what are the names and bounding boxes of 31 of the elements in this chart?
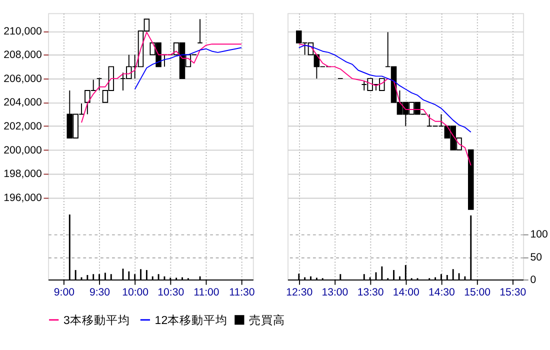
x-tick-label: 11:00 [194, 286, 220, 298]
y-tick-label: 196,000 [4, 192, 42, 204]
legend-label: 3本移動平均 [63, 314, 130, 327]
x-tick-label: 15:00 [464, 286, 491, 298]
x-tick-label: 14:30 [428, 286, 456, 298]
x-tick-label: 14:00 [392, 286, 420, 298]
line-series [81, 32, 242, 124]
legend-label: 12本移動平均 [154, 314, 228, 327]
x-tick-label: 11:30 [229, 286, 255, 298]
candlestick [96, 78, 102, 91]
y-tick-label: 210,000 [4, 25, 42, 38]
y-tick-label: 208,000 [4, 49, 42, 62]
x-tick-label: 9:30 [89, 286, 110, 298]
y2-tick-label: 0 [530, 274, 536, 286]
x-tick-label: 13:00 [322, 286, 348, 298]
y-tick-label: 206,000 [4, 72, 42, 85]
x-tick-label: 10:00 [122, 286, 149, 298]
candlestick [197, 18, 203, 44]
x-tick-label: 12:30 [286, 286, 313, 298]
y-tick-label: 204,000 [4, 96, 42, 109]
x-tick-label: 13:30 [357, 286, 384, 298]
y2-tick-label: 100 [530, 228, 548, 241]
y-tick-label: 200,000 [4, 144, 42, 156]
y-tick-label: 202,000 [4, 120, 42, 132]
y2-tick-label: 50 [530, 251, 542, 264]
x-tick-label: 10:30 [158, 286, 184, 298]
x-tick-label: 9:00 [54, 286, 75, 298]
legend-label: 売買高 [249, 312, 286, 327]
line-series [134, 47, 242, 90]
y-tick-label: 198,000 [4, 168, 42, 180]
x-tick-label: 15:30 [500, 286, 526, 298]
